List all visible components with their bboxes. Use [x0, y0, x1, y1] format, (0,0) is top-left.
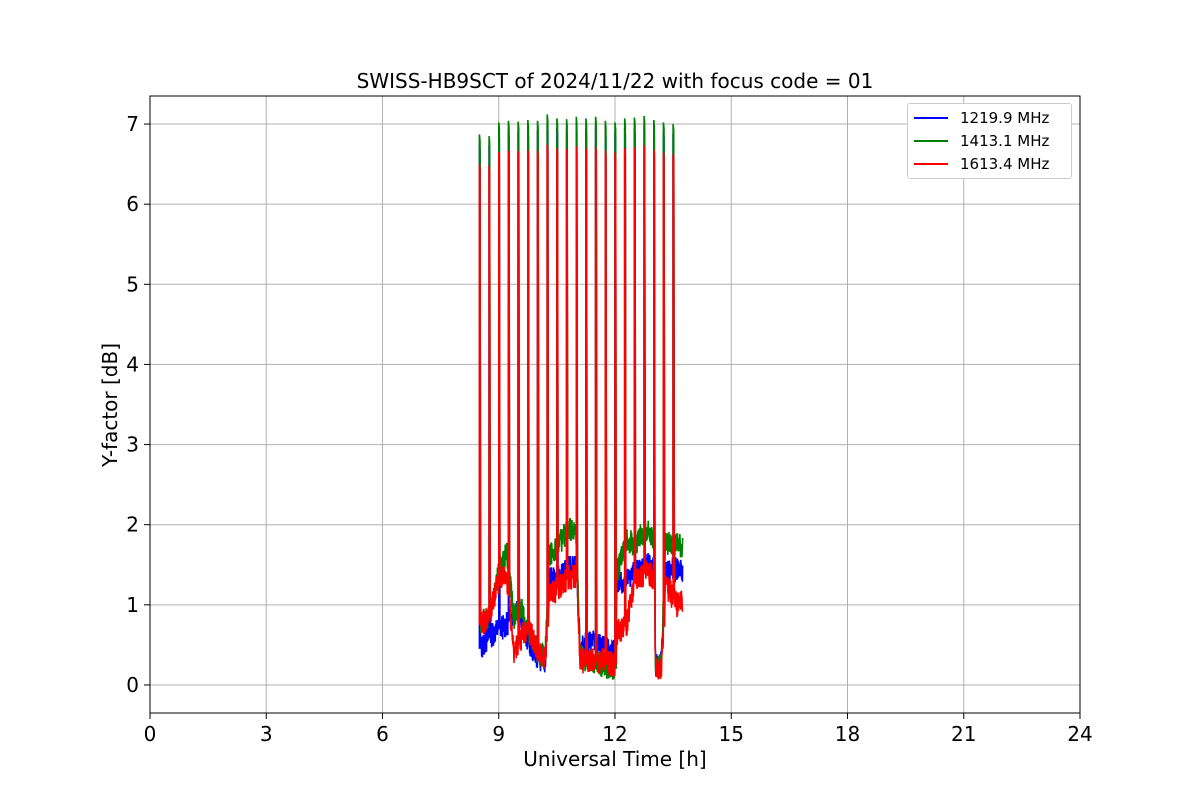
x-tick-label: 18 [835, 722, 860, 746]
x-tick-label: 15 [719, 722, 744, 746]
y-tick-label: 7 [126, 112, 139, 136]
x-tick-label: 6 [376, 722, 389, 746]
legend: 1219.9 MHz 1413.1 MHz 1613.4 MHz [907, 103, 1072, 179]
y-tick-label: 2 [126, 513, 139, 537]
x-tick-label: 3 [260, 722, 273, 746]
legend-label: 1413.1 MHz [960, 132, 1050, 150]
legend-swatch-green [914, 140, 948, 142]
legend-label: 1219.9 MHz [960, 109, 1050, 127]
legend-swatch-blue [914, 117, 948, 119]
x-tick-label: 24 [1067, 722, 1092, 746]
y-tick-label: 6 [126, 192, 139, 216]
x-tick-label: 12 [602, 722, 627, 746]
series-line-1613-4-mhz [478, 144, 684, 680]
x-axis-label: Universal Time [h] [523, 747, 706, 771]
legend-item-1613-mhz: 1613.4 MHz [914, 154, 1049, 174]
y-tick-label: 1 [126, 593, 139, 617]
series-layer [478, 114, 684, 680]
chart-title: SWISS-HB9SCT of 2024/11/22 with focus co… [357, 69, 874, 93]
y-tick-label: 0 [126, 673, 139, 697]
legend-label: 1613.4 MHz [960, 155, 1050, 173]
y-tick-label: 4 [126, 352, 139, 376]
y-tick-label: 5 [126, 272, 139, 296]
x-tick-label: 21 [951, 722, 976, 746]
x-tick-label: 0 [144, 722, 157, 746]
legend-item-1219-mhz: 1219.9 MHz [914, 108, 1049, 128]
legend-swatch-red [914, 163, 948, 165]
y-axis-label: Y-factor [dB] [98, 343, 122, 468]
x-tick-label: 9 [492, 722, 505, 746]
y-tick-label: 3 [126, 433, 139, 457]
legend-item-1413-mhz: 1413.1 MHz [914, 131, 1049, 151]
